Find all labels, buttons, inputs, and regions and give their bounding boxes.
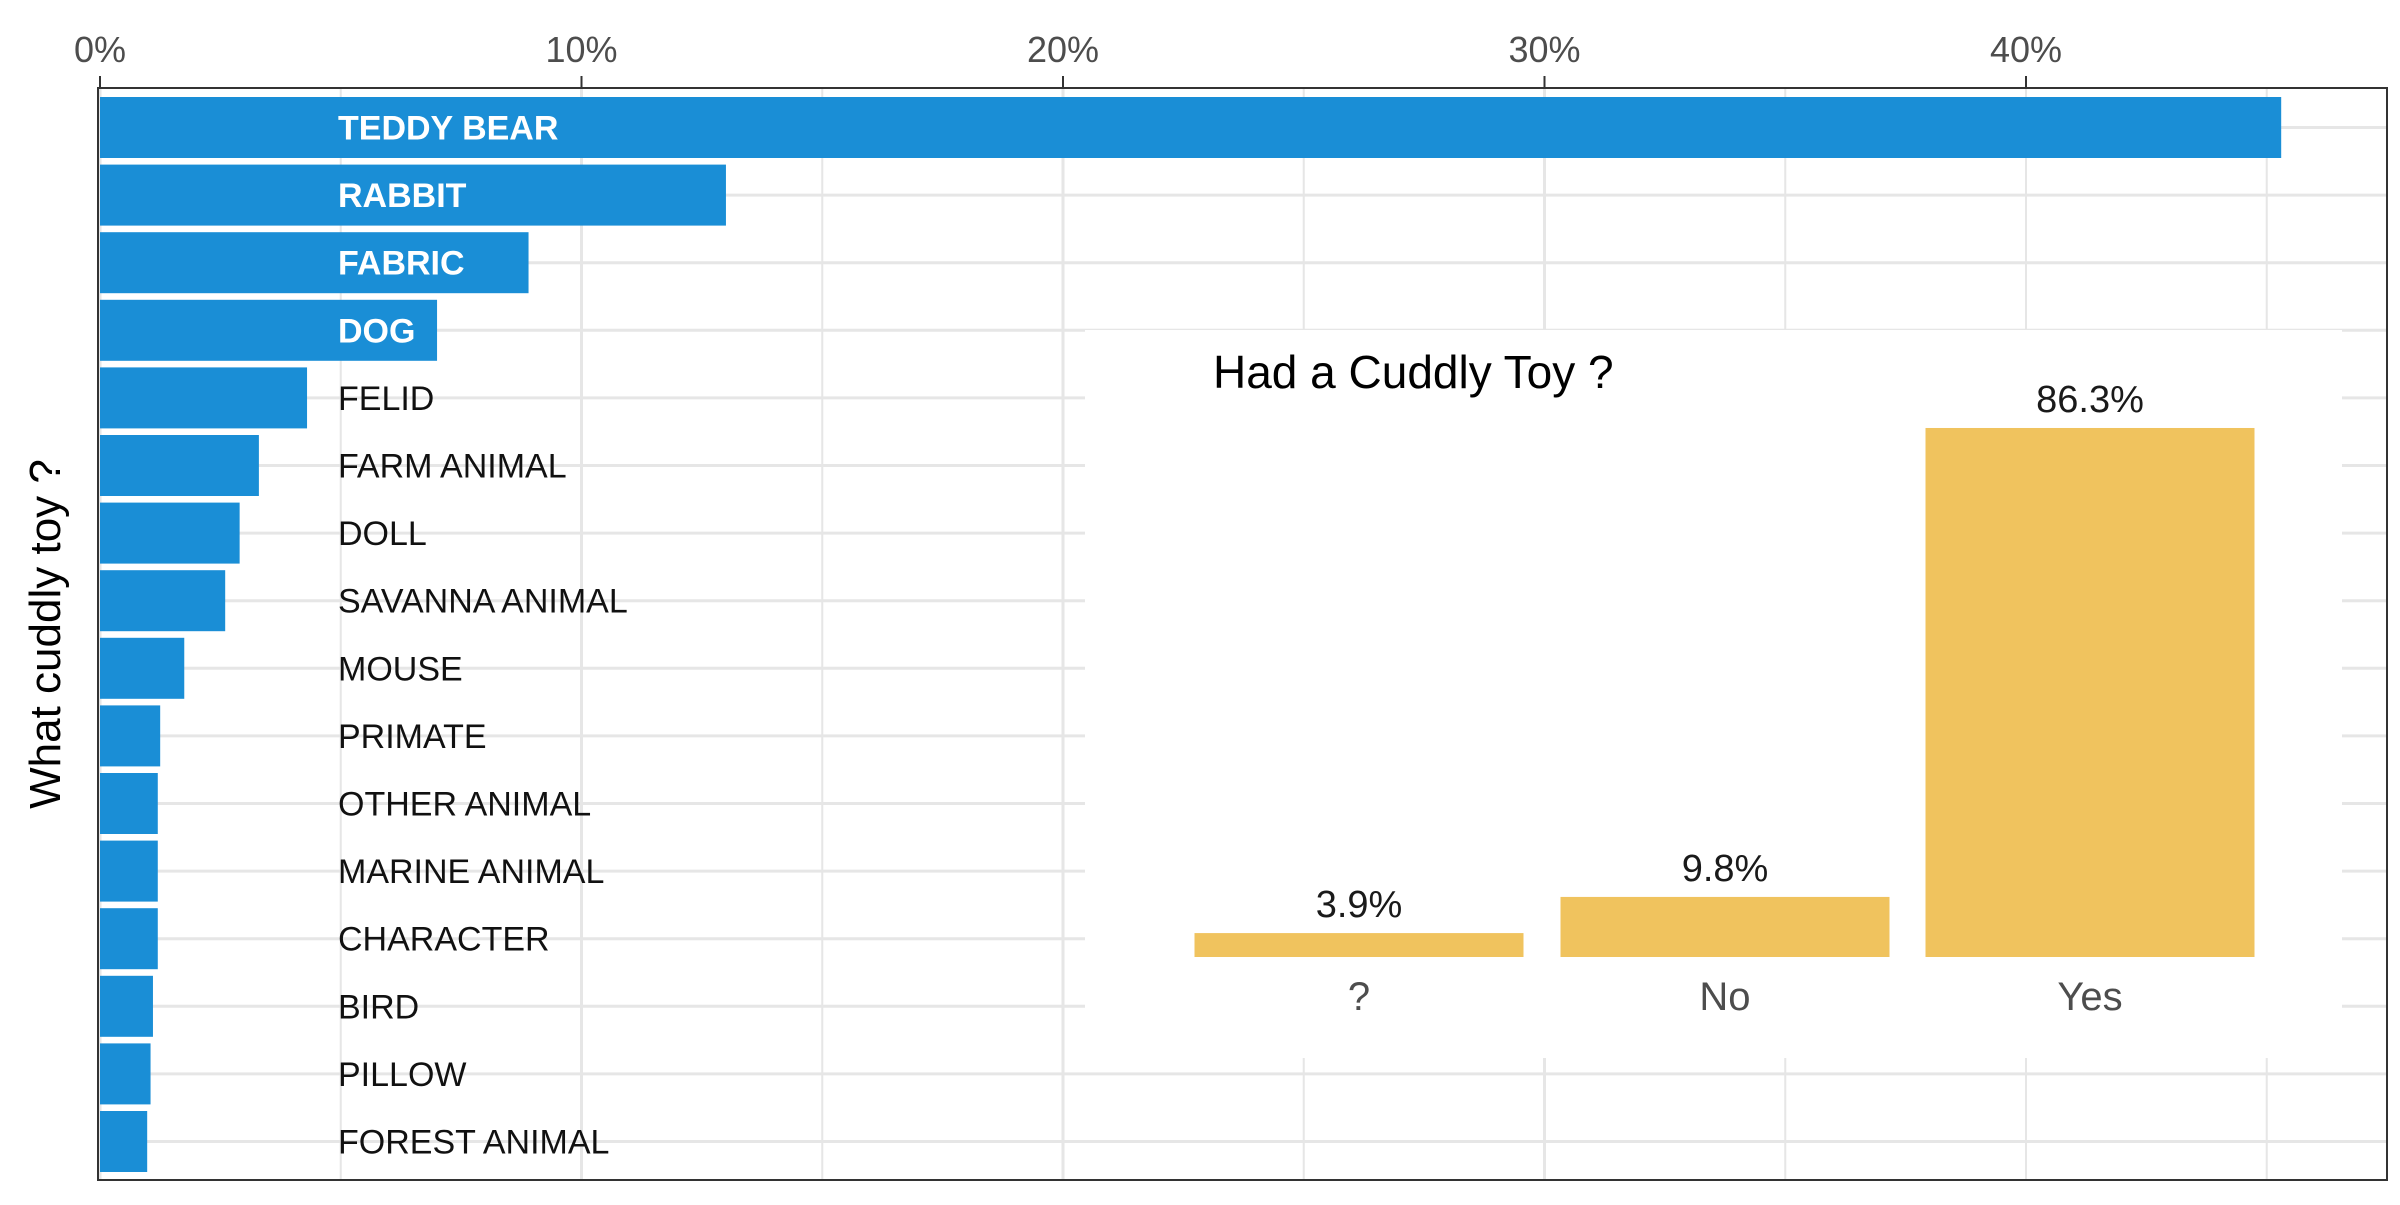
x-tick-label: 0% (74, 29, 126, 70)
inset-data-label: 9.8% (1682, 848, 1769, 890)
bar-bird (100, 975, 153, 1037)
bar-other-animal (100, 773, 158, 834)
bar-rabbit (100, 164, 726, 226)
category-label: CHARACTER (338, 921, 550, 959)
category-label: FARM ANIMAL (338, 448, 567, 486)
category-label: PILLOW (338, 1056, 466, 1094)
bar-savanna-animal (100, 570, 226, 632)
bar-fabric (100, 232, 529, 294)
category-label: PRIMATE (338, 718, 487, 756)
bar-felid (100, 367, 308, 429)
inset-bar (1560, 896, 1890, 957)
inset-bar (1194, 933, 1524, 957)
inset-bar (1925, 427, 2255, 958)
category-label: MOUSE (338, 650, 463, 688)
category-label: DOLL (338, 515, 427, 553)
inset-category-label: Yes (2057, 975, 2122, 1019)
x-tick-label: 20% (1027, 29, 1099, 70)
panel-border (97, 87, 2388, 1181)
category-label: BIRD (338, 988, 419, 1026)
bar-mouse (100, 637, 185, 699)
x-tick-label: 40% (1990, 29, 2062, 70)
y-axis-title: What cuddly toy ? (21, 459, 70, 809)
bar-farm-animal (100, 435, 259, 496)
category-label: RABBIT (338, 177, 467, 215)
bar-teddy-bear (100, 97, 2282, 158)
bar-pillow (100, 1043, 151, 1105)
inset-title: Had a Cuddly Toy ? (1213, 346, 1614, 398)
category-label: OTHER ANIMAL (338, 786, 591, 824)
category-label: FELID (338, 380, 434, 418)
inset-category-label: No (1699, 975, 1750, 1019)
bar-doll (100, 502, 240, 564)
bar-dog (100, 299, 438, 361)
inset-data-label: 86.3% (2036, 379, 2144, 421)
category-label: TEDDY BEAR (338, 110, 558, 148)
x-tick-label: 30% (1508, 29, 1580, 70)
category-label: FABRIC (338, 245, 465, 283)
bar-primate (100, 705, 161, 767)
bar-character (100, 908, 158, 970)
category-label: MARINE ANIMAL (338, 853, 604, 891)
category-label: DOG (338, 312, 415, 350)
category-label: FOREST ANIMAL (338, 1124, 609, 1162)
x-tick-label: 10% (545, 29, 617, 70)
category-label: SAVANNA ANIMAL (338, 583, 628, 621)
bar-marine-animal (100, 840, 158, 902)
inset-category-label: ? (1348, 975, 1370, 1019)
bar-forest-animal (100, 1111, 148, 1172)
inset-data-label: 3.9% (1316, 884, 1403, 926)
